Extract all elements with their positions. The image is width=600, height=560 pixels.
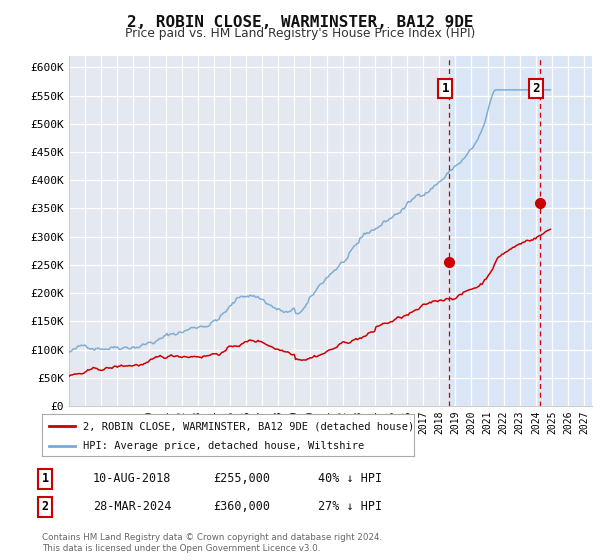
Text: 10-AUG-2018: 10-AUG-2018 [93,472,172,486]
Text: £360,000: £360,000 [213,500,270,514]
Text: 28-MAR-2024: 28-MAR-2024 [93,500,172,514]
Text: 2: 2 [41,500,49,514]
Text: 2, ROBIN CLOSE, WARMINSTER, BA12 9DE: 2, ROBIN CLOSE, WARMINSTER, BA12 9DE [127,15,473,30]
Text: Contains HM Land Registry data © Crown copyright and database right 2024.
This d: Contains HM Land Registry data © Crown c… [42,533,382,553]
Text: 2: 2 [532,82,539,95]
Text: Price paid vs. HM Land Registry's House Price Index (HPI): Price paid vs. HM Land Registry's House … [125,27,475,40]
Text: 27% ↓ HPI: 27% ↓ HPI [318,500,382,514]
Text: £255,000: £255,000 [213,472,270,486]
Text: HPI: Average price, detached house, Wiltshire: HPI: Average price, detached house, Wilt… [83,441,364,451]
Bar [449,56,592,406]
Text: 1: 1 [41,472,49,486]
Text: 1: 1 [442,82,449,95]
Text: 40% ↓ HPI: 40% ↓ HPI [318,472,382,486]
Text: 2, ROBIN CLOSE, WARMINSTER, BA12 9DE (detached house): 2, ROBIN CLOSE, WARMINSTER, BA12 9DE (de… [83,421,414,431]
